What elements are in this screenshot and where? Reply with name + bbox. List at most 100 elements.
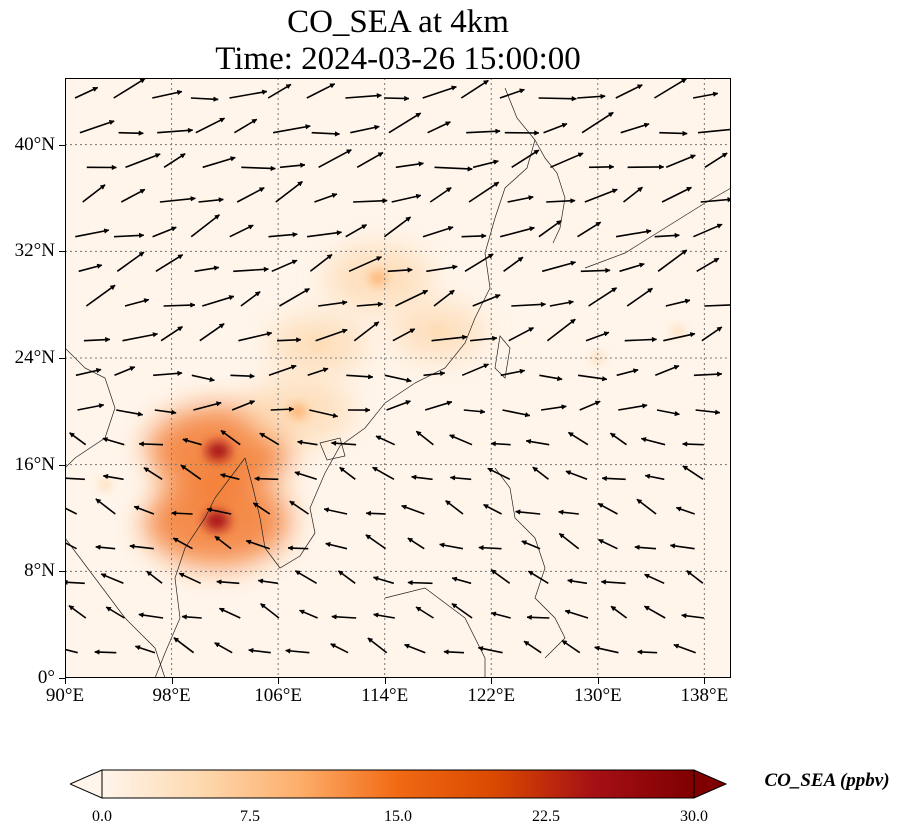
wind-arrow-head: [342, 300, 348, 306]
wind-arrow-head: [146, 570, 153, 577]
wind-arrow-head: [105, 606, 112, 612]
wind-arrow-head: [594, 400, 601, 406]
wind-arrow-shaft: [464, 253, 494, 272]
wind-arrow-head: [216, 579, 222, 585]
wind-arrow-head: [682, 465, 689, 471]
wind-arrow-head: [681, 613, 687, 619]
wind-arrow-head: [129, 543, 135, 550]
wind-arrow-head: [103, 228, 110, 234]
wind-arrow-shaft: [193, 401, 222, 411]
wind-arrow-shaft: [233, 268, 269, 273]
wind-arrow-head: [102, 437, 109, 443]
wind-arrow-head: [219, 473, 226, 479]
wind-arrow-shaft: [511, 303, 546, 307]
wind-arrow-head: [290, 364, 297, 370]
coastline-japan: [584, 187, 731, 269]
wind-arrow-shaft: [199, 323, 225, 342]
wind-arrow-head: [646, 228, 652, 235]
wind-arrow-head: [218, 197, 224, 203]
wind-arrow-shaft: [624, 338, 657, 342]
wind-arrow-head: [138, 251, 145, 257]
wind-arrow-head: [109, 284, 116, 291]
colorbar-extend-low: [70, 769, 103, 799]
wind-arrow-head: [568, 299, 575, 306]
wind-arrow-head: [325, 541, 331, 548]
wind-arrow-head: [289, 500, 296, 507]
wind-arrow-head: [452, 264, 458, 270]
wind-arrow-head: [415, 606, 422, 612]
lon-tick-mark: [171, 678, 173, 684]
lon-tick-mark: [597, 678, 599, 684]
wind-arrow-head: [377, 152, 384, 158]
wind-arrow-head: [690, 154, 696, 160]
wind-arrow-head: [526, 614, 532, 621]
wind-arrow-head: [177, 254, 184, 260]
wind-arrow-head: [329, 83, 336, 89]
wind-arrow-head: [259, 432, 266, 438]
wind-arrow-head: [334, 131, 341, 137]
wind-arrow-shaft: [163, 304, 196, 307]
wind-arrow-head: [270, 165, 276, 172]
wind-arrow-shaft: [195, 117, 225, 134]
wind-arrow-head: [100, 573, 107, 579]
wind-arrow-head: [382, 198, 388, 204]
wind-arrow-head: [99, 184, 106, 190]
wind-arrow-head: [171, 510, 177, 516]
wind-arrow-head: [422, 290, 429, 295]
wind-arrow-head: [215, 401, 222, 407]
wind-vectors: [65, 78, 731, 655]
wind-arrow-head: [415, 112, 422, 118]
wind-arrow-shaft: [85, 284, 116, 307]
wind-arrow-shaft: [546, 199, 576, 203]
wind-arrow-head: [209, 376, 216, 383]
colorbar-tick-label: 15.0: [384, 808, 412, 825]
wind-arrow-shaft: [272, 125, 311, 134]
co-plume-core-3: [289, 403, 308, 419]
wind-arrow-head: [137, 411, 144, 417]
wind-arrow-head: [415, 193, 422, 200]
wind-arrow-head: [558, 533, 565, 539]
wind-arrow-head: [96, 263, 103, 269]
wind-arrow-head: [214, 535, 221, 542]
wind-arrow-head: [643, 573, 650, 579]
wind-arrow-head: [330, 643, 337, 649]
wind-arrow-shaft: [236, 186, 265, 203]
wind-arrow-shaft: [152, 90, 183, 99]
wind-arrow-head: [561, 640, 568, 646]
wind-arrow-head: [261, 89, 268, 95]
wind-arrow-head: [407, 580, 413, 586]
wind-arrow-head: [570, 198, 576, 204]
lon-tick-label: 98°E: [152, 685, 191, 706]
wind-arrow-head: [365, 407, 371, 413]
wind-arrow-shaft: [116, 251, 145, 272]
wind-arrow-shaft: [460, 79, 489, 99]
wind-arrow-head: [245, 539, 252, 545]
wind-arrow-head: [448, 289, 455, 296]
wind-arrow-head: [218, 607, 225, 613]
wind-arrow-head: [721, 152, 728, 158]
wind-arrow-head: [403, 643, 410, 649]
wind-arrow-head: [609, 432, 616, 439]
wind-arrow-shaft: [615, 84, 643, 99]
wind-arrow-head: [651, 336, 658, 343]
wind-arrow-shaft: [238, 332, 272, 342]
wind-arrow-head: [376, 256, 383, 262]
wind-arrow-head: [365, 534, 372, 540]
wind-arrow-shaft: [499, 226, 535, 238]
wind-arrow-head: [681, 441, 688, 447]
wind-arrow-head: [644, 473, 651, 480]
lat-tick-mark: [59, 678, 65, 679]
wind-arrow-shaft: [350, 125, 380, 134]
wind-arrow-head: [528, 195, 534, 201]
wind-arrow-shaft: [190, 214, 220, 238]
wind-arrow-shaft: [663, 332, 696, 342]
wind-arrow-head: [532, 466, 539, 473]
wind-arrow-shaft: [202, 295, 235, 307]
wind-arrow-head: [451, 85, 457, 91]
wind-arrow-head: [405, 216, 412, 222]
wind-arrow-head: [611, 287, 618, 293]
wind-arrow-head: [528, 327, 535, 333]
wind-arrow-head: [527, 570, 534, 576]
coastline-taiwan: [494, 335, 511, 379]
wind-arrow-head: [138, 232, 145, 239]
